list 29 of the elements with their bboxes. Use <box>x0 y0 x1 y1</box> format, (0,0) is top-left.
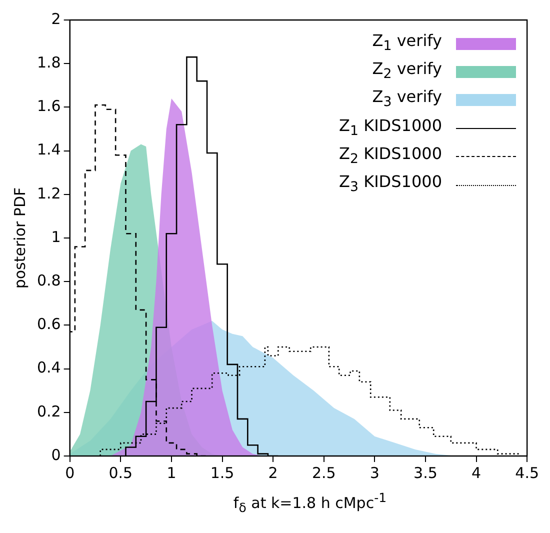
y-tick-label: 0 <box>51 446 61 464</box>
x-tick-label: 3.5 <box>414 464 438 482</box>
legend-label: Z$_{1}$ verify <box>372 30 442 56</box>
y-tick-label: 1.6 <box>36 97 61 116</box>
y-tick-label: 0.8 <box>36 271 61 290</box>
y-tick-label: 1.2 <box>36 184 61 202</box>
y-tick-label: 0.6 <box>36 315 61 334</box>
x-tick-label: 4.5 <box>515 464 539 482</box>
y-tick-label: 1.4 <box>36 140 61 159</box>
y-tick-label: 0.4 <box>36 358 61 377</box>
x-tick-label: 2.5 <box>312 464 336 482</box>
legend-label: Z$_{3}$ verify <box>372 86 442 113</box>
x-tick-label: 1.5 <box>210 464 234 482</box>
legend-label: Z$_{2}$ verify <box>372 58 442 84</box>
legend-label: Z$_{3}$ KIDS1000 <box>339 170 442 198</box>
y-tick-label: 2 <box>51 10 61 28</box>
y-axis-title: posterior PDF <box>10 187 29 289</box>
x-tick-label: 3 <box>370 464 380 482</box>
x-tick-label: 4 <box>471 464 482 482</box>
legend-label: Z$_{2}$ KIDS1000 <box>339 142 442 169</box>
y-tick-label: 1 <box>51 228 61 246</box>
x-tick-label: 2 <box>268 464 278 482</box>
x-tick-label: 1 <box>166 464 176 482</box>
y-tick-label: 0.2 <box>36 402 61 420</box>
x-tick-label: 0.5 <box>108 464 133 482</box>
x-tick-label: 0 <box>65 464 75 482</box>
x-axis-title: f$_{δ}$ at k=1.8 h cMpc$^{-1}$ <box>232 490 388 515</box>
legend-label: Z$_{1}$ KIDS1000 <box>339 114 442 141</box>
y-tick-label: 1.8 <box>36 53 61 72</box>
